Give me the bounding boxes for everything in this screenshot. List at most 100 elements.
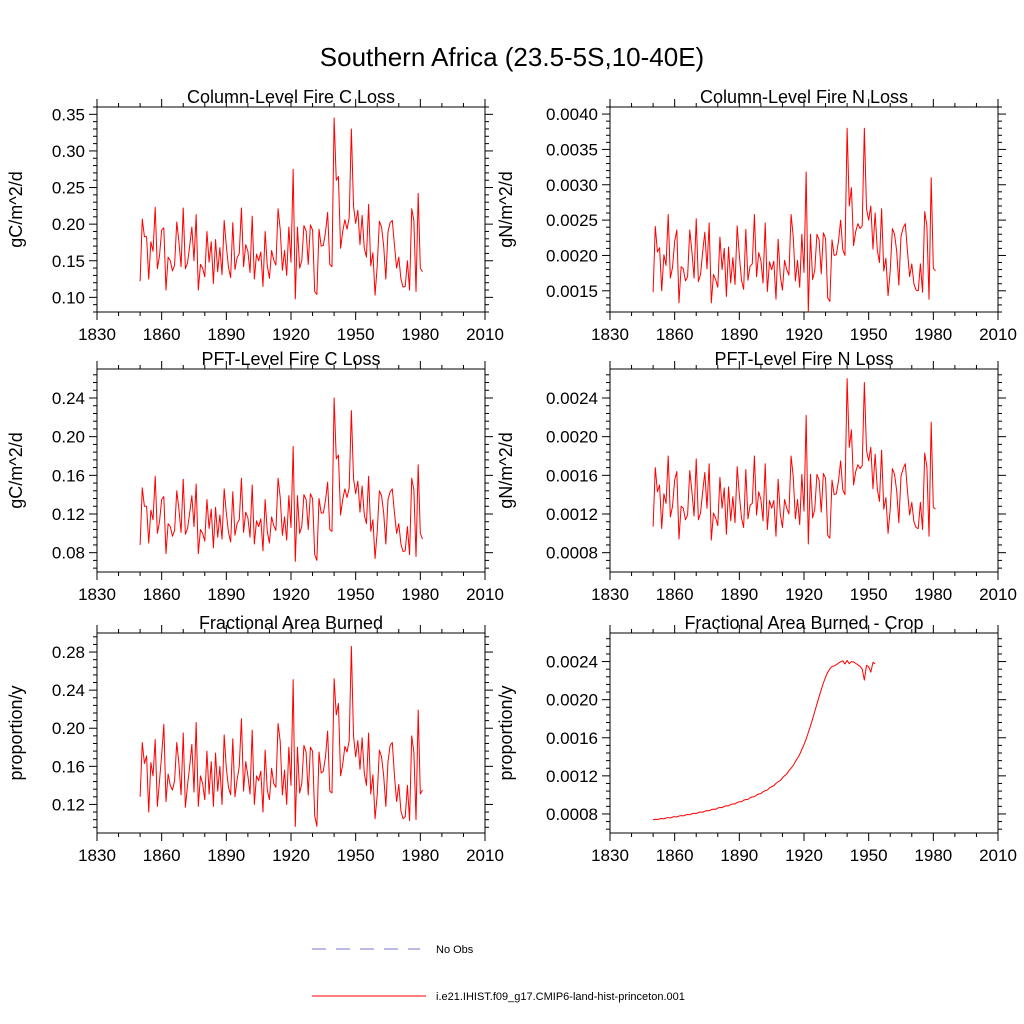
y-tick-label: 0.30 — [52, 142, 85, 161]
panel-title: Column-Level Fire N Loss — [700, 87, 908, 107]
y-axis-label: proportion/y — [496, 685, 516, 780]
plot-frame — [609, 368, 999, 573]
x-tick-label: 1950 — [337, 846, 375, 865]
y-tick-label: 0.12 — [52, 795, 85, 814]
y-tick-label: 0.20 — [52, 719, 85, 738]
y-tick-label: 0.0040 — [546, 105, 598, 124]
panel-title: Fractional Area Burned — [199, 613, 383, 633]
legend: No Obs i.e21.IHIST.f09_g17.CMIP6-land-hi… — [312, 944, 685, 1003]
x-tick-label: 1920 — [272, 325, 310, 344]
x-tick-label: 2010 — [466, 846, 504, 865]
x-tick-label: 1920 — [785, 846, 823, 865]
x-tick-label: 1890 — [720, 846, 758, 865]
series-line — [139, 397, 423, 562]
y-tick-label: 0.0012 — [546, 767, 598, 786]
y-tick-label: 0.08 — [52, 544, 85, 563]
main-title: Southern Africa (23.5-5S,10-40E) — [320, 42, 704, 72]
legend-label-model: i.e21.IHIST.f09_g17.CMIP6-land-hist-prin… — [436, 991, 685, 1003]
chart-panel-3: PFT-Level Fire C Loss 1830 1860 1890 1920 195… — [6, 349, 504, 604]
y-tick-label: 0.0024 — [546, 653, 598, 672]
x-tick-label: 1890 — [207, 585, 245, 604]
series-line — [652, 127, 936, 313]
y-tick-label: 0.28 — [52, 643, 85, 662]
x-tick-label: 1860 — [656, 325, 694, 344]
y-tick-label: 0.12 — [52, 505, 85, 524]
x-tick-label: 1830 — [591, 846, 629, 865]
x-tick-label: 1950 — [850, 585, 888, 604]
x-tick-label: 2010 — [979, 325, 1017, 344]
x-tick-label: 1830 — [591, 325, 629, 344]
y-tick-label: 0.0020 — [546, 691, 598, 710]
x-tick-label: 1980 — [914, 585, 952, 604]
x-tick-label: 2010 — [466, 585, 504, 604]
y-tick-label: 0.0015 — [546, 282, 598, 301]
x-tick-label: 2010 — [979, 846, 1017, 865]
x-tick-label: 2010 — [466, 325, 504, 344]
plot-frame — [96, 368, 486, 573]
x-tick-label: 1830 — [78, 325, 116, 344]
series-line — [139, 117, 423, 300]
y-tick-label: 0.15 — [52, 252, 85, 271]
y-tick-label: 0.0020 — [546, 428, 598, 447]
x-tick-label: 1920 — [785, 325, 823, 344]
panel-title: PFT-Level Fire C Loss — [201, 349, 380, 369]
x-tick-label: 1950 — [850, 846, 888, 865]
chart-panel-5: Fractional Area Burned 1830 1860 1890 1920 19… — [6, 613, 504, 865]
plot-frame — [96, 632, 486, 834]
x-tick-label: 1860 — [143, 585, 181, 604]
y-tick-label: 0.10 — [52, 288, 85, 307]
x-tick-label: 1950 — [337, 325, 375, 344]
y-tick-label: 0.16 — [52, 466, 85, 485]
y-tick-label: 0.35 — [52, 105, 85, 124]
plot-frame — [609, 632, 999, 834]
panel-title: Column-Level Fire C Loss — [187, 87, 395, 107]
x-tick-label: 1980 — [401, 325, 439, 344]
y-tick-label: 0.0008 — [546, 805, 598, 824]
y-tick-label: 0.0008 — [546, 544, 598, 563]
y-tick-label: 0.20 — [52, 428, 85, 447]
y-tick-label: 0.0012 — [546, 505, 598, 524]
x-tick-label: 1860 — [656, 846, 694, 865]
y-tick-label: 0.24 — [52, 389, 85, 408]
chart-panel-6: Fractional Area Burned - Crop 1830 1860 189… — [496, 613, 1017, 865]
y-tick-label: 0.0020 — [546, 246, 598, 265]
x-tick-label: 1980 — [914, 846, 952, 865]
y-axis-label: gN/m^2/d — [496, 171, 516, 247]
chart-panel-4: PFT-Level Fire N Loss 1830 1860 1890 1920 195… — [496, 349, 1017, 604]
x-tick-label: 1830 — [78, 585, 116, 604]
x-tick-label: 1860 — [143, 846, 181, 865]
panel-title: PFT-Level Fire N Loss — [714, 349, 893, 369]
x-tick-label: 1980 — [914, 325, 952, 344]
x-tick-label: 1980 — [401, 846, 439, 865]
y-tick-label: 0.24 — [52, 681, 85, 700]
x-tick-label: 1920 — [272, 585, 310, 604]
x-tick-label: 1830 — [78, 846, 116, 865]
x-tick-label: 1890 — [207, 325, 245, 344]
chart-panel-2: Column-Level Fire N Loss 1830 1860 1890 1920… — [496, 87, 1017, 344]
y-tick-label: 0.20 — [52, 215, 85, 234]
x-tick-label: 1830 — [591, 585, 629, 604]
series-line — [652, 378, 936, 545]
y-tick-label: 0.0035 — [546, 140, 598, 159]
y-axis-label: gN/m^2/d — [496, 432, 516, 508]
x-tick-label: 1980 — [401, 585, 439, 604]
legend-label-no-obs: No Obs — [436, 944, 474, 956]
y-axis-label: gC/m^2/d — [6, 171, 26, 247]
x-tick-label: 1890 — [207, 846, 245, 865]
y-tick-label: 0.0016 — [546, 729, 598, 748]
y-tick-label: 0.16 — [52, 757, 85, 776]
x-tick-label: 1950 — [337, 585, 375, 604]
x-tick-label: 1920 — [785, 585, 823, 604]
y-tick-label: 0.0024 — [546, 389, 598, 408]
series-line — [653, 659, 876, 821]
y-tick-label: 0.25 — [52, 179, 85, 198]
x-tick-label: 2010 — [979, 585, 1017, 604]
panel-title: Fractional Area Burned - Crop — [684, 613, 923, 633]
x-tick-label: 1920 — [272, 846, 310, 865]
x-tick-label: 1950 — [850, 325, 888, 344]
chart-panels: Column-Level Fire C Loss 1830 1860 1890 1920… — [6, 87, 1017, 865]
y-tick-label: 0.0030 — [546, 176, 598, 195]
y-tick-label: 0.0016 — [546, 466, 598, 485]
plot-frame — [609, 106, 999, 313]
